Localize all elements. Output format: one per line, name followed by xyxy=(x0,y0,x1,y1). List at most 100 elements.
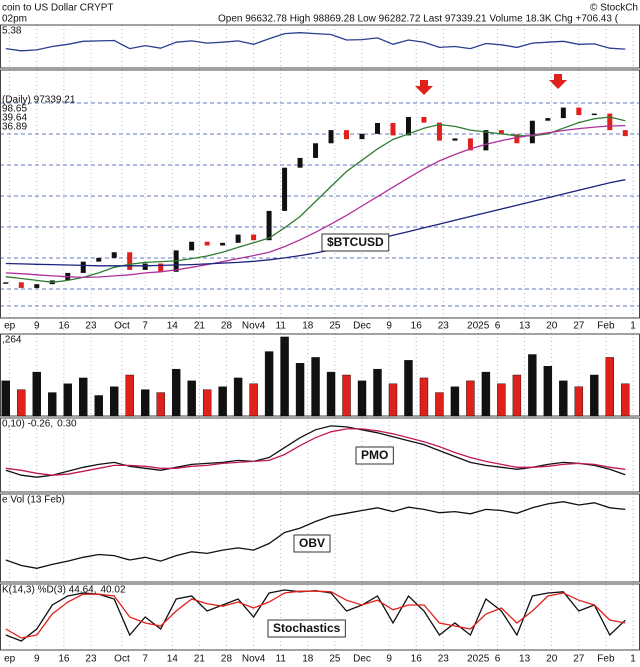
panel-label: 98.65 xyxy=(2,104,27,115)
panel-frame xyxy=(0,69,640,319)
chart-title: coin to US Dollar CRYPT xyxy=(2,3,114,14)
volume-bar xyxy=(466,380,475,417)
volume-bar xyxy=(1,380,11,417)
x-tick-label: 2025 xyxy=(467,321,490,332)
volume-bar xyxy=(17,389,26,417)
price-bar xyxy=(204,241,210,246)
volume-bar xyxy=(79,377,88,417)
volume-bar xyxy=(187,380,196,417)
volume-bar xyxy=(574,386,584,417)
panel-label: ,264 xyxy=(2,335,22,346)
volume-bar xyxy=(171,368,181,417)
volume-bar xyxy=(280,336,289,417)
x-tick-label: Oct xyxy=(114,654,130,665)
tag-label: Stochastics xyxy=(273,621,341,635)
price-bar xyxy=(142,263,148,270)
x-tick-label: 23 xyxy=(438,321,450,332)
tag-box xyxy=(293,534,331,553)
panel-label: 36.89 xyxy=(2,122,27,133)
indicator-line xyxy=(5,590,626,639)
price-bar xyxy=(529,120,535,144)
price-bar xyxy=(498,130,504,135)
x-tick-label: ep xyxy=(4,321,16,332)
x-tick-label: 2025 xyxy=(467,654,490,665)
volume-bar xyxy=(48,392,57,417)
x-tick-label: 18 xyxy=(302,321,314,332)
volume-bar xyxy=(419,377,429,417)
indicator-line xyxy=(5,501,626,569)
volume-bar xyxy=(605,357,615,417)
x-tick-label: 16 xyxy=(58,654,70,665)
volume-bar xyxy=(559,380,568,417)
volume-bar xyxy=(249,383,258,417)
price-bar xyxy=(111,252,117,258)
price-bar xyxy=(514,134,520,144)
x-tick-label: Feb xyxy=(597,654,615,665)
quote-line: Open 96632.78 High 98869.28 Low 96282.72… xyxy=(218,14,619,25)
tag-box xyxy=(267,619,346,638)
volume-bar xyxy=(590,374,599,417)
indicator-line xyxy=(5,32,626,52)
price-bar xyxy=(96,257,102,262)
x-tick-label: 14 xyxy=(167,654,179,665)
price-bar xyxy=(359,133,365,140)
price-bar xyxy=(127,252,133,270)
indicator-line xyxy=(5,428,626,476)
x-tick-label: Nov4 xyxy=(242,654,266,665)
x-tick-label: 28 xyxy=(221,654,233,665)
x-tick-label: 7 xyxy=(142,321,148,332)
volume-bar xyxy=(435,392,444,417)
x-tick-label: 25 xyxy=(329,654,341,665)
arrow xyxy=(549,74,567,89)
x-tick-label: 23 xyxy=(85,654,97,665)
indicator-line xyxy=(5,179,626,267)
price-bar xyxy=(18,282,24,288)
x-tick-label: 9 xyxy=(386,321,392,332)
price-bar xyxy=(344,130,350,140)
volume-bar xyxy=(481,371,491,417)
tag-box xyxy=(355,446,394,465)
volume-bar xyxy=(450,386,460,417)
x-tick-label: Nov4 xyxy=(242,321,266,332)
panel-label: 40.02 xyxy=(101,585,126,596)
volume-bar xyxy=(311,357,320,417)
volume-bar xyxy=(621,383,630,417)
x-tick-label: ep xyxy=(4,654,16,665)
panel-label: (Daily) 97339.21 xyxy=(2,95,76,106)
price-bar xyxy=(607,113,613,131)
price-bar xyxy=(452,138,458,141)
x-tick-label: 27 xyxy=(573,654,585,665)
volume-bar xyxy=(63,383,72,417)
tag-box xyxy=(321,233,390,252)
x-tick-label: Dec xyxy=(353,654,371,665)
x-tick-label: 20 xyxy=(546,654,558,665)
tag-label: $BTCUSD xyxy=(327,235,384,249)
price-bar xyxy=(591,113,597,116)
volume-bar xyxy=(233,377,243,417)
tag-label: OBV xyxy=(299,536,325,550)
chart-subtitle: 02pm xyxy=(2,14,27,25)
volume-bar xyxy=(404,360,413,417)
price-bar xyxy=(390,122,396,136)
volume-bar xyxy=(32,371,41,417)
panel-label: 0.30 xyxy=(57,419,77,430)
x-tick-label: 13 xyxy=(519,321,531,332)
price-bar xyxy=(576,107,582,116)
x-tick-label: 9 xyxy=(34,321,40,332)
arrow xyxy=(415,80,433,95)
volume-bar xyxy=(295,363,305,417)
x-tick-label: 1 xyxy=(630,321,636,332)
x-tick-label: Dec xyxy=(353,321,371,332)
panel-label: e Vol (13 Feb) xyxy=(2,495,65,506)
panel-frame xyxy=(0,24,640,69)
x-tick-label: 18 xyxy=(302,654,314,665)
volume-bar xyxy=(342,374,351,417)
panel-label: 0,10) -0.26, xyxy=(2,419,53,430)
x-tick-label: 27 xyxy=(573,321,585,332)
volume-bar xyxy=(528,354,537,417)
price-bar xyxy=(158,263,164,272)
panel-label: 5.38 xyxy=(2,26,22,37)
x-tick-label: 21 xyxy=(194,654,206,665)
price-bar xyxy=(235,234,241,243)
x-tick-label: 6 xyxy=(495,654,501,665)
